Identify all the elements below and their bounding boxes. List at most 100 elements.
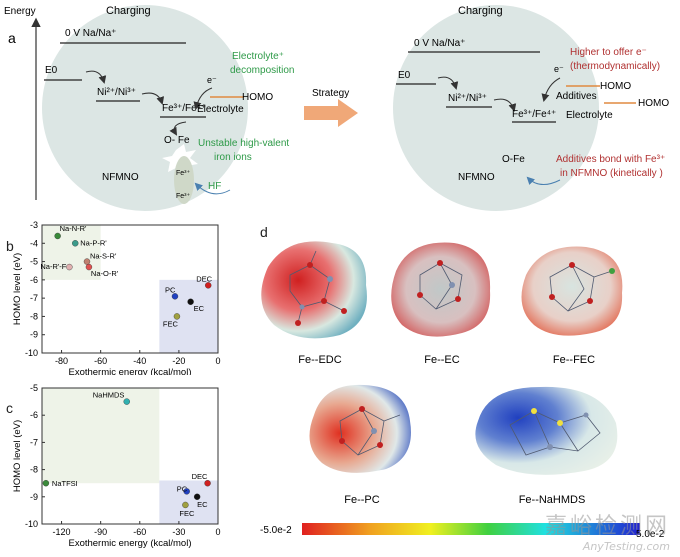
data-point <box>173 313 181 320</box>
left-decomp-1: Electrolyte⁺ <box>232 51 284 62</box>
right-higher-1: Higher to offer e⁻ <box>570 47 647 58</box>
x-tick-label: -80 <box>55 356 68 366</box>
left-electron: e⁻ <box>207 75 217 85</box>
left-electrolyte: Electrolyte <box>197 104 244 115</box>
y-axis-title: HOMO level (eV) <box>12 420 23 492</box>
point-label: Na-P-R' <box>80 238 107 247</box>
left-ofe: O- Fe <box>164 135 190 146</box>
right-electrolyte: Electrolyte <box>566 110 613 121</box>
data-point <box>187 298 194 306</box>
left-e0: E0 <box>45 65 58 76</box>
shaded-region <box>159 480 218 524</box>
y-tick-label: -9 <box>30 492 38 502</box>
data-point <box>193 493 201 501</box>
point-label: EC <box>194 304 205 313</box>
x-tick-label: -60 <box>94 356 107 366</box>
y-tick-label: -8 <box>30 311 38 321</box>
y-tick-label: -4 <box>30 238 38 248</box>
right-bond-1: Additives bond with Fe³⁺ <box>556 154 665 165</box>
shaded-region <box>42 225 101 280</box>
point-label: EC <box>197 500 208 509</box>
data-point <box>66 263 73 271</box>
y-tick-label: -3 <box>30 220 38 230</box>
shaded-region <box>159 279 218 353</box>
right-e0: E0 <box>398 70 411 81</box>
plot-frame <box>41 224 219 354</box>
y-tick-label: -5 <box>30 257 38 267</box>
point-label: DEC <box>196 274 212 283</box>
y-tick-label: -6 <box>30 410 38 420</box>
left-fe: Fe³⁺/Fe⁴⁺ <box>162 103 206 114</box>
point-label: Na-O-R' <box>91 269 119 278</box>
data-point <box>171 293 179 300</box>
molecule-nahmds <box>475 386 618 475</box>
panel-a: Energy a Charging 0 V Na/Na⁺ E0 Ni²⁺/Ni³… <box>4 5 669 211</box>
chart-c: -5 -6 -7 -8 -9 -10 -120 -90 -60 -30 0 Exothermic en… <box>12 383 221 549</box>
strategy-arrow-icon <box>304 99 358 127</box>
point-label: DEC <box>192 472 208 481</box>
strategy-label: Strategy <box>312 88 349 99</box>
caption-fec: Fe--FEC <box>553 354 595 366</box>
y-tick-label: -10 <box>25 348 38 358</box>
caption-pc: Fe--PC <box>344 494 380 506</box>
point-label: NaHMDS <box>93 391 125 400</box>
point-label: Na-S-R' <box>90 252 117 261</box>
left-ni: Ni²⁺/Ni³⁺ <box>97 87 136 98</box>
right-electron: e⁻ <box>554 64 564 74</box>
color-scale-bar <box>302 523 640 535</box>
right-ni: Ni²⁺/Ni³⁺ <box>448 93 487 104</box>
data-point <box>42 479 50 487</box>
x-tick-label: -60 <box>133 527 146 537</box>
right-nfmno: NFMNO <box>458 172 495 183</box>
right-homo-add: HOMO <box>600 81 631 92</box>
x-tick-label: 0 <box>215 356 220 366</box>
left-homo: HOMO <box>242 92 273 103</box>
left-fe3-b: Fe³⁺ <box>176 193 191 200</box>
panel-b-label: b <box>6 238 14 254</box>
y-tick-label: -9 <box>30 330 38 340</box>
right-sphere <box>393 5 599 211</box>
left-decomp-2: decomposition <box>230 65 294 76</box>
point-label: PC <box>177 484 188 493</box>
right-higher-2: (thermodynamically) <box>570 61 660 72</box>
right-homo-el: HOMO <box>638 98 669 109</box>
y-tick-label: -7 <box>30 437 38 447</box>
data-point <box>183 488 190 495</box>
left-unstable-2: iron ions <box>214 152 252 163</box>
x-axis-title: Exothermic energy (kcal/mol) <box>68 367 191 375</box>
data-point <box>85 263 93 271</box>
data-point <box>72 240 79 247</box>
scale-min: -5.0e-2 <box>260 525 292 536</box>
right-ref-level: 0 V Na/Na⁺ <box>414 38 465 49</box>
panel-d: Fe--EDC Fe--EC Fe--FEC Fe--PC Fe--NaHMDS… <box>260 241 665 540</box>
shaded-region <box>42 388 160 484</box>
y-tick-label: -5 <box>30 383 38 393</box>
data-point <box>123 398 130 405</box>
left-fe3-a: Fe³⁺ <box>176 170 191 177</box>
molecule-ec <box>391 242 491 337</box>
scale-max: 5.0e-2 <box>636 529 665 540</box>
x-axis-title: Exothermic energy (kcal/mol) <box>68 538 191 549</box>
caption-edc: Fe--EDC <box>298 354 341 366</box>
x-tick-label: -20 <box>172 356 185 366</box>
point-label: FEC <box>163 319 179 328</box>
data-point <box>205 282 212 289</box>
right-ofe: O-Fe <box>502 154 525 165</box>
point-label: Na-N-R' <box>60 224 87 233</box>
left-hf: HF <box>208 181 221 192</box>
data-point <box>54 232 61 240</box>
y-tick-label: -6 <box>30 275 38 285</box>
panel-c-label: c <box>6 400 13 416</box>
data-point <box>182 501 189 509</box>
point-label: NaTFSI <box>52 479 78 488</box>
left-unstable-1: Unstable high-valent <box>198 138 289 149</box>
right-title: Charging <box>458 5 503 17</box>
energy-axis-label: Energy <box>4 6 36 17</box>
caption-ec: Fe--EC <box>424 354 460 366</box>
left-sphere <box>42 5 248 211</box>
panel-d-label: d <box>260 224 268 240</box>
molecule-pc <box>309 384 411 473</box>
data-point <box>204 479 211 487</box>
x-tick-label: -40 <box>133 356 146 366</box>
left-nfmno: NFMNO <box>102 172 139 183</box>
